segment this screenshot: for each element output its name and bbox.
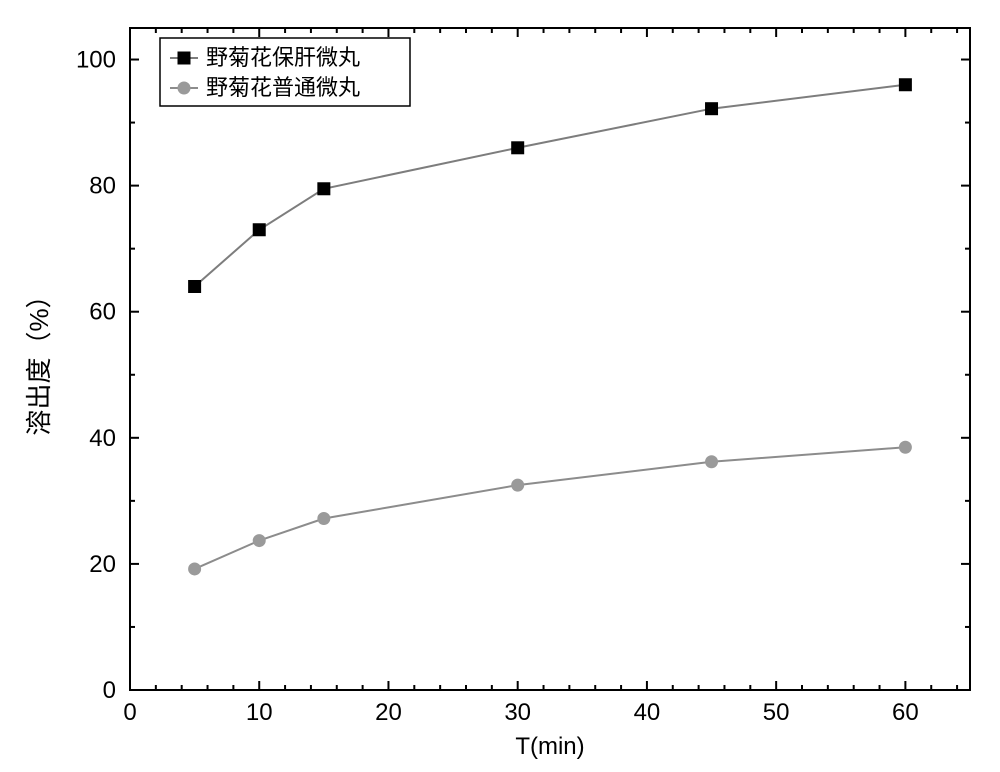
svg-text:0: 0 (123, 699, 136, 726)
svg-text:0: 0 (103, 677, 116, 704)
svg-text:20: 20 (375, 699, 402, 726)
x-axis-title: T(min) (515, 733, 584, 760)
svg-text:10: 10 (246, 699, 273, 726)
dissolution-chart: 0 10 20 30 40 50 60 0 20 40 60 80 100 T(min) 溶出度（%） 野菊花… (0, 0, 1000, 772)
chart-svg: 0 10 20 30 40 50 60 0 20 40 60 80 100 T(min) 溶出度（%） 野菊花… (0, 0, 1000, 772)
svg-text:50: 50 (763, 699, 790, 726)
legend-label-putong: 野菊花普通微丸 (206, 75, 360, 100)
svg-text:60: 60 (892, 699, 919, 726)
svg-text:20: 20 (89, 551, 116, 578)
svg-text:80: 80 (89, 173, 116, 200)
y-axis-title: 溶出度（%） (24, 282, 54, 435)
svg-text:60: 60 (89, 299, 116, 326)
svg-text:40: 40 (634, 699, 661, 726)
svg-text:100: 100 (76, 47, 116, 74)
legend-label-baogan: 野菊花保肝微丸 (206, 45, 360, 70)
svg-text:30: 30 (504, 699, 531, 726)
svg-text:40: 40 (89, 425, 116, 452)
